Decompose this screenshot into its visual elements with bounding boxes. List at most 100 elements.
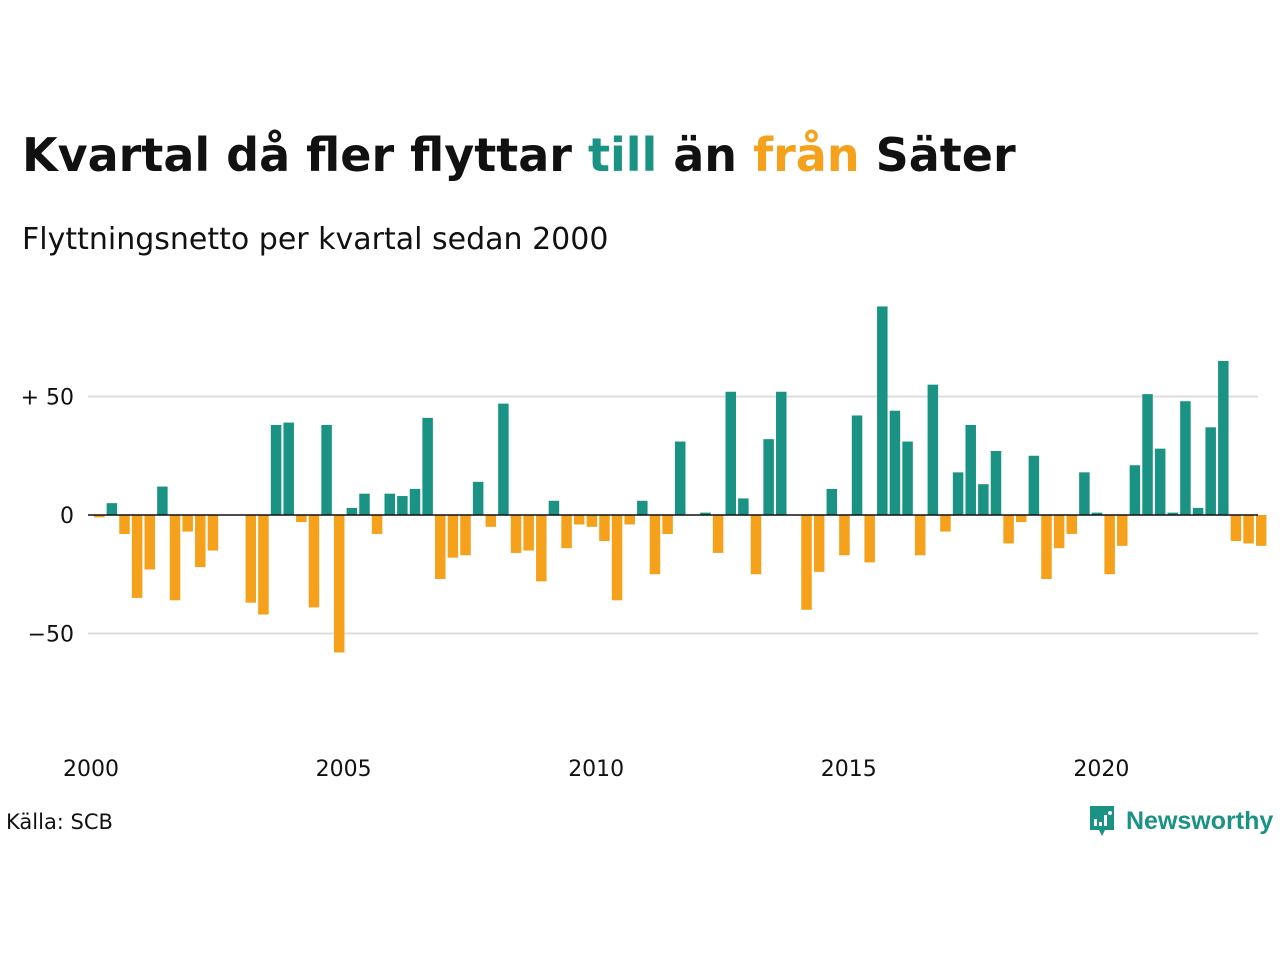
bar-2018K3 bbox=[1028, 455, 1040, 515]
bar-2010K4 bbox=[637, 500, 648, 515]
bar-2020K1 bbox=[1104, 515, 1115, 575]
bar-2007K4 bbox=[485, 515, 497, 527]
bar-2001K1 bbox=[144, 515, 156, 570]
bar-2010K1 bbox=[599, 515, 610, 542]
bar-2018K4 bbox=[1041, 515, 1052, 579]
brand-name: Newsworthy bbox=[1126, 806, 1274, 835]
bar-2004K4 bbox=[333, 515, 345, 653]
bars bbox=[94, 306, 1267, 653]
bar-2021K1 bbox=[1154, 448, 1166, 515]
bar-2020K2 bbox=[1117, 515, 1128, 546]
bar-2011K3 bbox=[674, 441, 686, 515]
bar-2012K1 bbox=[700, 512, 711, 515]
bar-2012K3 bbox=[725, 391, 736, 515]
bar-2017K3 bbox=[978, 484, 989, 515]
bar-2022K1 bbox=[1205, 427, 1216, 515]
bar-2005K2 bbox=[359, 493, 370, 515]
bar-2001K3 bbox=[169, 515, 181, 601]
title-part-1: Kvartal då fler flyttar bbox=[22, 128, 588, 182]
bar-2010K2 bbox=[611, 515, 623, 601]
bar-2013K3 bbox=[776, 391, 787, 515]
bar-2015K1 bbox=[851, 415, 863, 515]
bar-2006K4 bbox=[435, 515, 446, 579]
bar-2018K2 bbox=[1015, 515, 1027, 523]
x-tick-labels: 2000 2005 2010 2015 2020 bbox=[63, 757, 1129, 782]
bar-2011K1 bbox=[649, 515, 661, 575]
bar-2014K3 bbox=[826, 488, 838, 515]
chart-title: Kvartal då fler flyttar till än från Sät… bbox=[22, 128, 1016, 182]
bar-2009K1 bbox=[548, 500, 560, 515]
bar-2022K2 bbox=[1218, 360, 1229, 515]
bar-2015K2 bbox=[864, 515, 875, 563]
bar-2007K1 bbox=[447, 515, 459, 558]
source-note: Källa: SCB bbox=[6, 810, 113, 834]
bar-2020K4 bbox=[1142, 394, 1153, 515]
bar-2007K2 bbox=[460, 515, 471, 556]
bar-2003K4 bbox=[283, 422, 294, 515]
bar-2001K4 bbox=[182, 515, 193, 532]
bar-2019K3 bbox=[1079, 472, 1090, 515]
bar-2014K1 bbox=[801, 515, 812, 610]
bar-2003K2 bbox=[258, 515, 269, 615]
bar-2002K2 bbox=[207, 515, 219, 551]
bar-2017K4 bbox=[990, 451, 1002, 515]
y-tick-label: 0 bbox=[60, 504, 74, 529]
y-tick-label: −50 bbox=[28, 623, 74, 648]
bar-2016K3 bbox=[927, 384, 939, 515]
x-tick-label: 2000 bbox=[63, 757, 119, 782]
bar-2020K3 bbox=[1129, 465, 1141, 515]
bar-2019K4 bbox=[1091, 512, 1103, 515]
bar-2016K4 bbox=[940, 515, 951, 532]
bar-2017K1 bbox=[952, 472, 964, 515]
bar-2005K1 bbox=[346, 507, 358, 515]
bar-2019K1 bbox=[1053, 515, 1065, 549]
bar-2015K4 bbox=[889, 410, 901, 515]
bar-2021K2 bbox=[1167, 512, 1179, 515]
y-tick-labels: + 50 0 −50 bbox=[21, 386, 74, 648]
bar-2010K3 bbox=[624, 515, 635, 525]
bar-2012K4 bbox=[738, 498, 749, 515]
bar-2016K1 bbox=[902, 441, 913, 515]
bar-2009K3 bbox=[573, 515, 585, 525]
title-part-2: än bbox=[657, 128, 754, 182]
bar-2019K2 bbox=[1066, 515, 1078, 534]
bar-2013K1 bbox=[750, 515, 762, 575]
bar-2003K3 bbox=[270, 424, 282, 515]
bar-2008K4 bbox=[536, 515, 547, 582]
bar-2011K2 bbox=[662, 515, 673, 534]
bar-2013K2 bbox=[763, 439, 774, 515]
chart-subtitle: Flyttningsnetto per kvartal sedan 2000 bbox=[22, 222, 609, 257]
x-tick-label: 2005 bbox=[316, 757, 372, 782]
bar-2022K4 bbox=[1243, 515, 1254, 544]
bar-2004K2 bbox=[308, 515, 320, 608]
bar-2003K1 bbox=[245, 515, 257, 603]
x-tick-label: 2015 bbox=[821, 757, 877, 782]
bar-2005K3 bbox=[371, 515, 383, 534]
bar-2000K4 bbox=[131, 515, 143, 598]
bar-2001K2 bbox=[157, 486, 168, 515]
title-word-fran: från bbox=[753, 128, 860, 182]
bar-chart: + 50 0 −50 2000 2005 2010 2015 2020 bbox=[21, 306, 1267, 782]
bar-2018K1 bbox=[1003, 515, 1014, 544]
title-part-3: Säter bbox=[859, 128, 1016, 182]
bar-2017K2 bbox=[965, 424, 976, 515]
grid-lines bbox=[88, 395, 1258, 635]
bar-2008K1 bbox=[498, 403, 509, 515]
bar-2008K2 bbox=[510, 515, 522, 553]
y-tick-label: + 50 bbox=[21, 386, 74, 411]
bar-2006K1 bbox=[397, 496, 408, 515]
bar-2004K3 bbox=[321, 424, 332, 515]
bar-2021K3 bbox=[1180, 401, 1191, 515]
bar-2009K2 bbox=[561, 515, 572, 549]
bar-2006K3 bbox=[422, 417, 433, 515]
bar-2008K3 bbox=[523, 515, 534, 551]
x-tick-label: 2010 bbox=[568, 757, 624, 782]
bar-2007K3 bbox=[472, 481, 484, 515]
bar-2012K2 bbox=[712, 515, 724, 553]
bar-2016K2 bbox=[914, 515, 926, 556]
bar-2015K3 bbox=[877, 306, 888, 515]
bar-2014K4 bbox=[839, 515, 850, 556]
bar-2000K3 bbox=[119, 515, 130, 534]
bar-2021K4 bbox=[1192, 507, 1204, 515]
bar-2014K2 bbox=[813, 515, 825, 572]
